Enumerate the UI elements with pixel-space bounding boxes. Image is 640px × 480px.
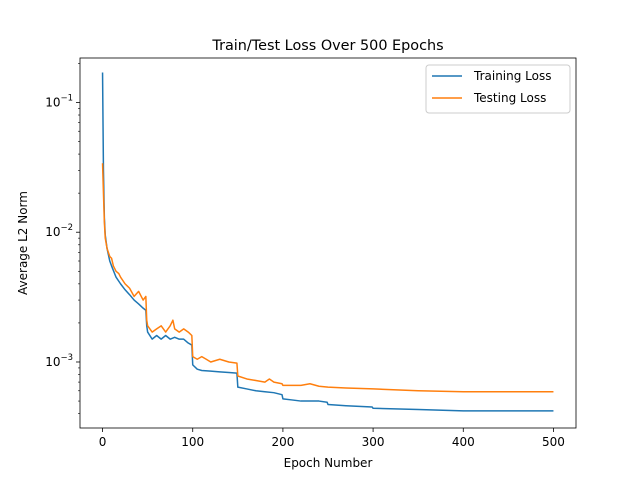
series-layer xyxy=(101,72,554,412)
legend-label: Training Loss xyxy=(473,69,551,83)
legend-box xyxy=(425,64,571,114)
y-tick-label: 10−2 xyxy=(45,223,73,239)
legend-items: Training Loss Testing Loss xyxy=(432,69,551,105)
y-axis-ticks: 10−3 10−2 10−1 xyxy=(45,63,80,414)
y-tick-label: 10−1 xyxy=(45,93,73,109)
plot-background xyxy=(80,58,576,428)
plot-frame xyxy=(79,57,577,429)
x-tick-label: 400 xyxy=(452,435,475,449)
legend-label: Testing Loss xyxy=(473,91,546,105)
legend: Training Loss Testing Loss xyxy=(425,64,571,114)
plot-area xyxy=(79,57,577,429)
x-axis-label: Epoch Number xyxy=(284,456,373,470)
x-tick-label: 300 xyxy=(362,435,385,449)
x-tick-label: 500 xyxy=(542,435,565,449)
x-tick-label: 100 xyxy=(181,435,204,449)
x-tick-label: 0 xyxy=(99,435,107,449)
y-axis-label: Average L2 Norm xyxy=(16,191,30,295)
chart-title: Train/Test Loss Over 500 Epochs xyxy=(211,38,443,54)
y-tick-label: 10−3 xyxy=(45,353,73,369)
x-axis-ticks: 0 100 200 300 400 500 xyxy=(99,428,565,449)
series-line-testing-loss xyxy=(101,163,554,393)
x-tick-label: 200 xyxy=(271,435,294,449)
